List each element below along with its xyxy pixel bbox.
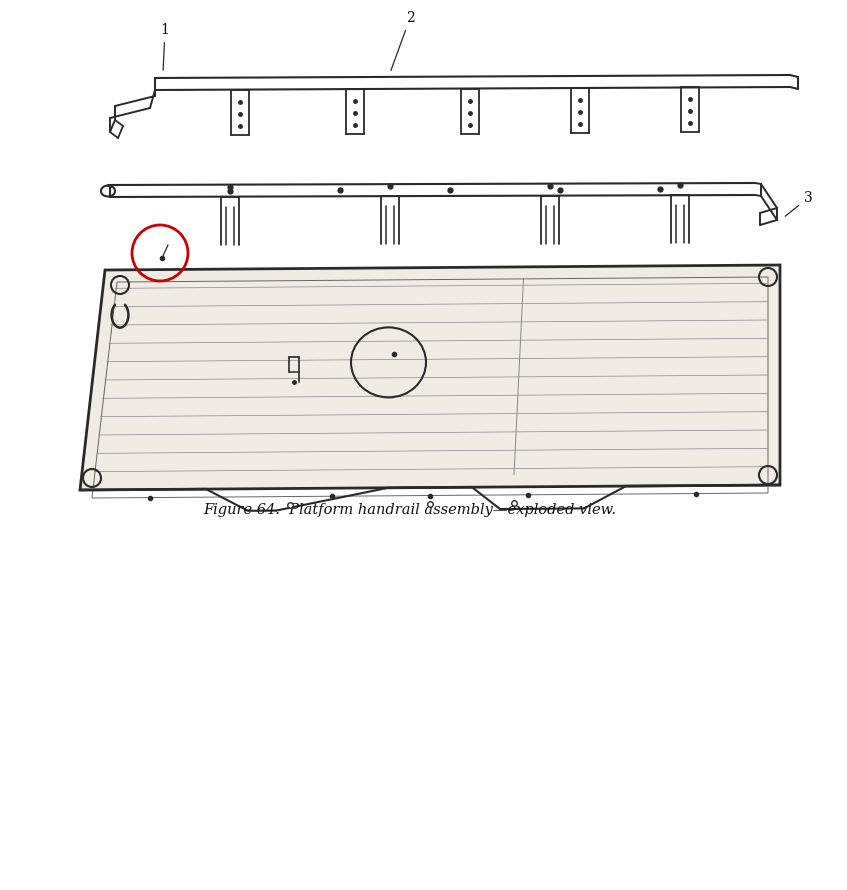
- Text: Figure 64.  Platform handrail assembly—exploded view.: Figure 64. Platform handrail assembly—ex…: [203, 503, 617, 517]
- Polygon shape: [80, 265, 780, 490]
- Text: 3: 3: [785, 191, 812, 216]
- Text: 1: 1: [161, 23, 169, 70]
- Text: 2: 2: [391, 11, 414, 70]
